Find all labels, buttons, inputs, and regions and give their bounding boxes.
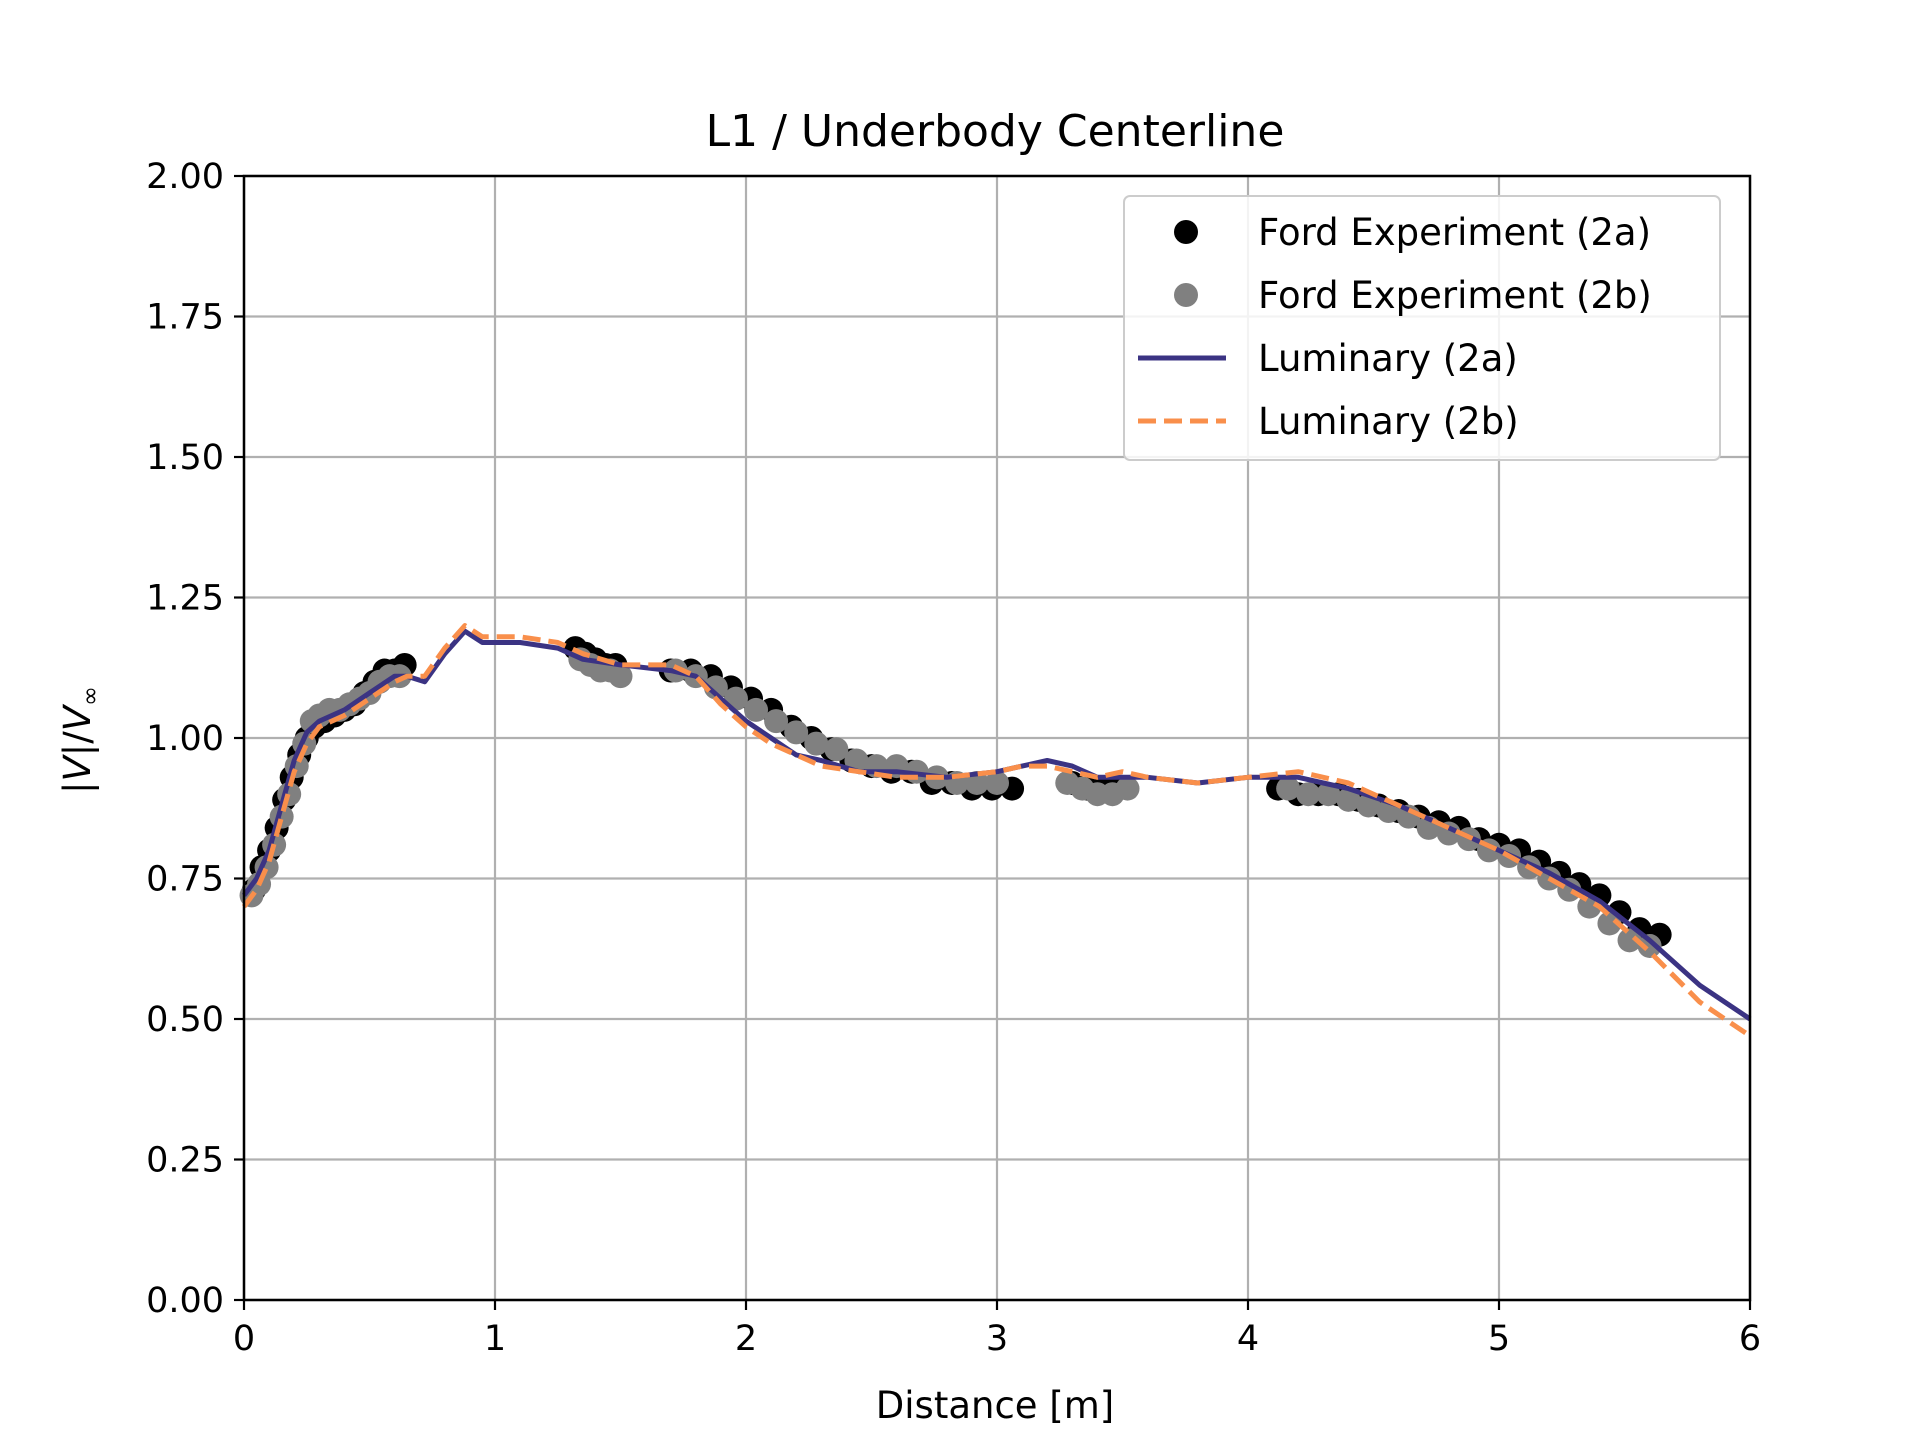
y-axis-label: |V|/V∞ — [56, 686, 104, 794]
y-tick-label: 0.00 — [146, 1281, 224, 1321]
data-point — [764, 709, 789, 734]
y-label-lead: | — [56, 782, 99, 794]
x-tick-label: 1 — [484, 1319, 506, 1359]
y-tick-label: 0.75 — [146, 860, 224, 900]
chart-title: L1 / Underbody Centerline — [706, 106, 1285, 157]
plot-area — [239, 623, 1752, 1038]
legend-entry: Luminary (2b) — [1138, 400, 1519, 443]
data-point — [744, 697, 769, 722]
data-point — [1597, 911, 1622, 936]
y-label-sub: ∞ — [76, 686, 104, 706]
y-tick-label: 1.25 — [146, 579, 224, 619]
data-point — [703, 675, 728, 700]
legend: Ford Experiment (2a) Ford Experiment (2b)… — [1123, 195, 1721, 461]
data-point — [1617, 928, 1642, 953]
ticks: 0 1 2 3 4 5 6 0.00 0.25 0.50 0.75 1.00 1.25 1.50 1.75 2… — [146, 157, 1761, 1359]
data-point — [844, 748, 869, 773]
legend-label: Luminary (2b) — [1258, 400, 1519, 443]
data-point — [985, 770, 1009, 795]
y-tick-label: 1.00 — [146, 719, 224, 759]
legend-marker — [1174, 283, 1198, 307]
data-point — [1336, 787, 1361, 812]
x-tick-label: 2 — [735, 1319, 757, 1359]
x-axis-label: Distance [m] — [876, 1384, 1114, 1427]
data-point — [784, 720, 809, 745]
x-tick-label: 0 — [233, 1319, 255, 1359]
data-point — [824, 737, 849, 762]
legend-entry: Ford Experiment (2b) — [1174, 274, 1652, 317]
data-point — [1115, 776, 1140, 801]
legend-label: Ford Experiment (2a) — [1258, 211, 1651, 254]
data-point — [1296, 782, 1321, 807]
legend-label: Ford Experiment (2b) — [1258, 274, 1652, 317]
series-line-2 — [241, 628, 1752, 1022]
data-point — [608, 664, 633, 689]
x-tick-label: 5 — [1488, 1319, 1510, 1359]
legend-label: Luminary (2a) — [1258, 337, 1518, 380]
y-tick-label: 2.00 — [146, 157, 224, 197]
y-tick-label: 1.50 — [146, 438, 224, 478]
data-point — [1276, 776, 1301, 801]
data-point — [804, 731, 829, 756]
y-label-v1: V — [56, 754, 99, 782]
legend-entry: Ford Experiment (2a) — [1174, 211, 1651, 254]
legend-marker — [1174, 220, 1198, 244]
y-tick-label: 0.50 — [146, 1000, 224, 1040]
y-label-mid: |/ — [56, 731, 99, 756]
x-tick-label: 3 — [986, 1319, 1008, 1359]
y-tick-label: 0.25 — [146, 1141, 224, 1181]
legend-entry: Luminary (2a) — [1138, 337, 1518, 380]
series-line-3 — [241, 623, 1752, 1038]
legend-box — [1123, 195, 1721, 461]
x-tick-label: 4 — [1237, 1319, 1259, 1359]
x-tick-label: 6 — [1739, 1319, 1761, 1359]
data-point — [1316, 782, 1341, 807]
y-label-v2: V — [56, 703, 99, 731]
data-point — [1637, 933, 1662, 958]
y-tick-label: 1.75 — [146, 298, 224, 338]
